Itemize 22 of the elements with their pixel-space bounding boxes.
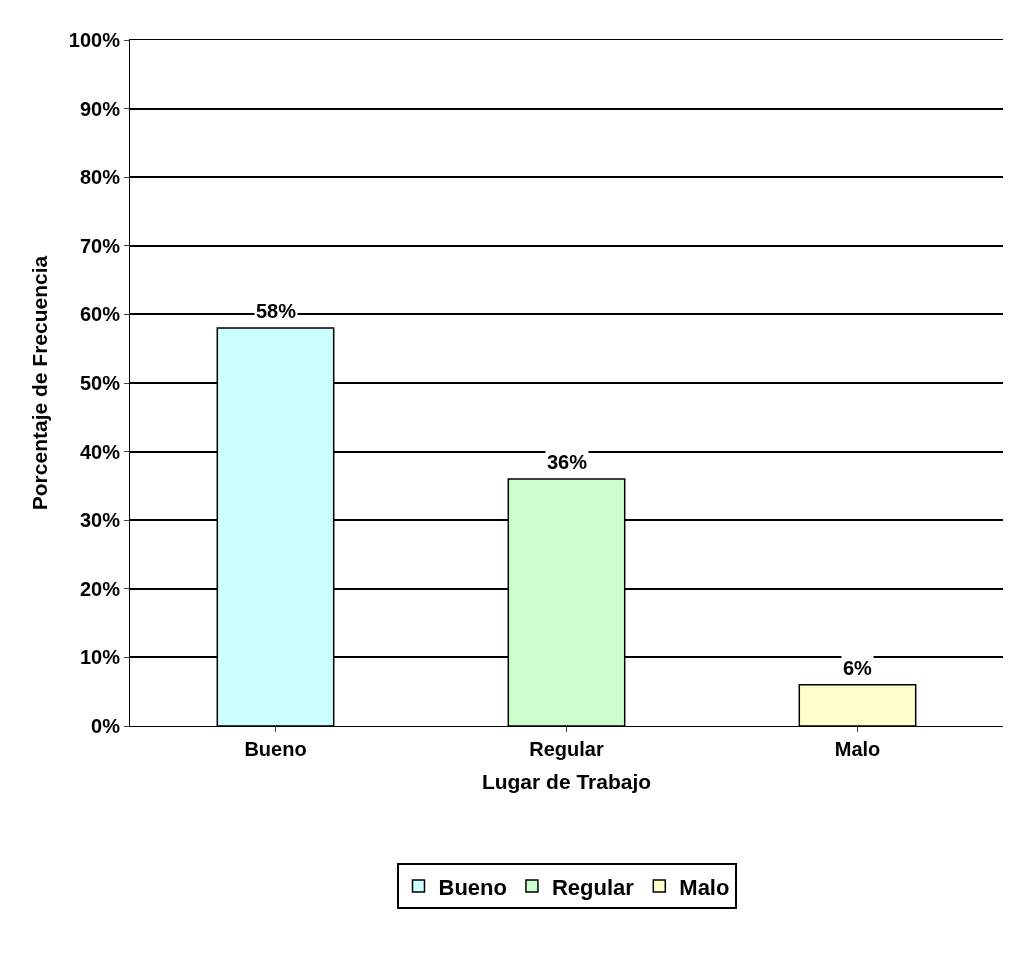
y-tick-label: 30% [79, 509, 121, 532]
legend-label: Malo [679, 874, 730, 900]
legend-label: Regular [551, 874, 635, 900]
y-tick-label: 70% [79, 234, 121, 257]
x-tick-label: Regular [529, 738, 604, 760]
x-tick-label: Bueno [244, 738, 307, 760]
y-axis-title: Porcentaje de Frecuencia [27, 255, 51, 511]
y-tick-label: 10% [79, 646, 121, 669]
data-label: 6% [843, 657, 873, 679]
y-tick-label: 50% [79, 372, 121, 394]
y-tick-label: 20% [79, 577, 121, 600]
y-tick-label: 90% [79, 97, 121, 120]
legend-label: Bueno [438, 874, 507, 900]
y-tick-label: 80% [79, 166, 121, 189]
y-tick-label: 40% [79, 440, 121, 463]
data-label: 36% [547, 451, 588, 473]
y-tick-label: 60% [79, 303, 121, 326]
data-label: 58% [256, 300, 297, 322]
x-axis-title: Lugar de Trabajo [481, 770, 652, 794]
y-tick-label: 100% [68, 29, 121, 51]
x-tick-label: Malo [834, 738, 881, 760]
y-tick-label: 0% [91, 715, 121, 737]
